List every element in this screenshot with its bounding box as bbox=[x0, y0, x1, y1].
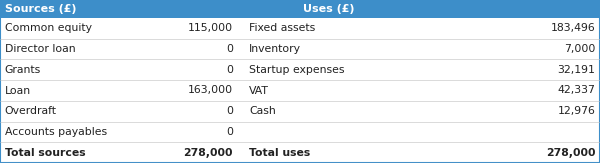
Text: 278,000: 278,000 bbox=[546, 148, 595, 158]
Text: 278,000: 278,000 bbox=[184, 148, 233, 158]
Text: Uses (£): Uses (£) bbox=[303, 4, 355, 14]
Text: Fixed assets: Fixed assets bbox=[249, 23, 315, 33]
Text: 0: 0 bbox=[226, 106, 233, 116]
Text: 0: 0 bbox=[226, 44, 233, 54]
Text: Accounts payables: Accounts payables bbox=[5, 127, 107, 137]
FancyBboxPatch shape bbox=[0, 142, 600, 163]
Text: 163,000: 163,000 bbox=[188, 86, 233, 96]
Text: 32,191: 32,191 bbox=[557, 65, 595, 75]
Text: Startup expenses: Startup expenses bbox=[249, 65, 344, 75]
Text: 0: 0 bbox=[226, 65, 233, 75]
Text: Total sources: Total sources bbox=[5, 148, 85, 158]
FancyBboxPatch shape bbox=[0, 39, 600, 59]
Text: Sources (£): Sources (£) bbox=[5, 4, 76, 14]
FancyBboxPatch shape bbox=[0, 18, 600, 39]
Text: 0: 0 bbox=[226, 127, 233, 137]
Text: Director loan: Director loan bbox=[5, 44, 76, 54]
FancyBboxPatch shape bbox=[0, 80, 600, 101]
FancyBboxPatch shape bbox=[0, 101, 600, 122]
Text: VAT: VAT bbox=[249, 86, 269, 96]
Text: Inventory: Inventory bbox=[249, 44, 301, 54]
Text: 12,976: 12,976 bbox=[557, 106, 595, 116]
Text: 42,337: 42,337 bbox=[557, 86, 595, 96]
Text: Total uses: Total uses bbox=[249, 148, 310, 158]
Text: Loan: Loan bbox=[5, 86, 31, 96]
Text: 115,000: 115,000 bbox=[188, 23, 233, 33]
Text: 7,000: 7,000 bbox=[564, 44, 595, 54]
Text: Cash: Cash bbox=[249, 106, 276, 116]
FancyBboxPatch shape bbox=[0, 122, 600, 142]
Text: 183,496: 183,496 bbox=[550, 23, 595, 33]
Text: Common equity: Common equity bbox=[5, 23, 92, 33]
FancyBboxPatch shape bbox=[0, 59, 600, 80]
Text: Grants: Grants bbox=[5, 65, 41, 75]
FancyBboxPatch shape bbox=[0, 0, 600, 18]
Text: Overdraft: Overdraft bbox=[5, 106, 57, 116]
